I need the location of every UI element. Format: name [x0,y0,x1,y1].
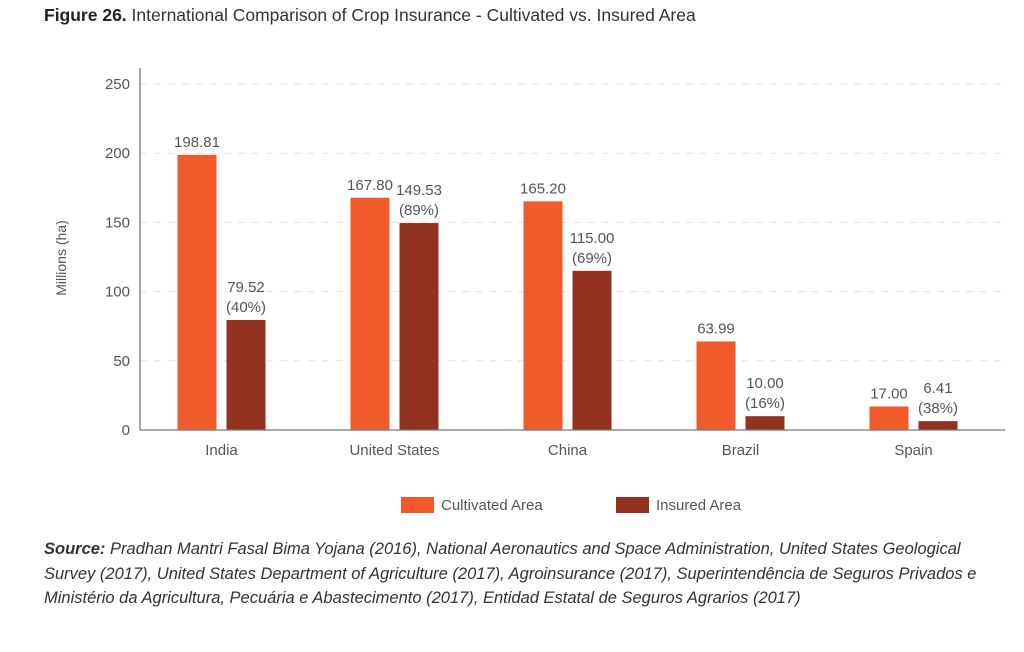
data-label: 198.81 [174,134,220,151]
bar-cultivated-area [523,201,563,430]
data-label-percent: (89%) [399,202,439,219]
data-label-percent: (69%) [572,250,612,267]
x-tick-label: India [205,442,238,459]
bar-cultivated-area [696,341,736,430]
source-label: Source: [44,540,106,558]
legend-label: Cultivated Area [441,497,543,514]
legend: Cultivated Area Insured Area [401,497,742,514]
data-label-percent: (16%) [745,395,785,412]
figure-label: Figure 26. [44,5,127,25]
source-text: Pradhan Mantri Fasal Bima Yojana (2016),… [44,540,977,607]
data-labels: 198.81 79.52 (40%) 167.80 149.53 (89%) 165.20 1… [174,134,958,417]
y-tick-label: 0 [122,422,130,439]
bar-cultivated-area [177,154,217,430]
data-label: 6.41 [923,380,952,397]
bar-cultivated-area [869,406,909,430]
data-label: 10.00 [746,375,784,392]
bar-chart: 0 50 100 150 200 250 Millions (ha) 198.81 79.5… [53,68,1005,514]
source-note: Source: Pradhan Mantri Fasal Bima Yojana… [44,537,994,611]
y-tick-label: 100 [105,284,130,301]
bars [177,154,958,430]
data-label: 79.52 [227,279,265,296]
data-label: 149.53 [396,182,442,199]
data-label: 63.99 [697,320,735,337]
data-label: 17.00 [870,385,908,402]
gridlines [140,83,1005,362]
figure-title: Figure 26. International Comparison of C… [44,5,696,26]
bar-insured-area [918,421,958,430]
bar-insured-area [226,319,266,430]
y-tick-label: 200 [105,145,130,162]
y-axis-ticks: 0 50 100 150 200 250 [105,76,130,439]
legend-swatch [616,497,649,513]
figure-title-text: International Comparison of Crop Insuran… [131,5,696,25]
legend-item: Cultivated Area [401,497,543,514]
x-tick-label: United States [349,442,439,459]
x-tick-label: Spain [894,442,932,459]
data-label-percent: (38%) [918,400,958,417]
y-tick-label: 250 [105,76,130,93]
x-tick-label: Brazil [722,442,760,459]
x-tick-label: China [548,442,588,459]
data-label: 165.20 [520,180,566,197]
legend-item: Insured Area [616,497,742,514]
legend-label: Insured Area [656,497,742,514]
y-tick-label: 150 [105,214,130,231]
data-label: 115.00 [570,230,615,247]
y-tick-label: 50 [113,353,130,370]
data-label: 167.80 [347,177,393,194]
y-axis-label: Millions (ha) [53,220,69,295]
bar-insured-area [745,416,785,430]
data-label-percent: (40%) [226,299,266,316]
x-axis-ticks: India United States China Brazil Spain [205,442,932,459]
legend-swatch [401,497,434,513]
bar-cultivated-area [350,197,390,430]
bar-insured-area [399,223,439,430]
bar-insured-area [572,270,612,430]
